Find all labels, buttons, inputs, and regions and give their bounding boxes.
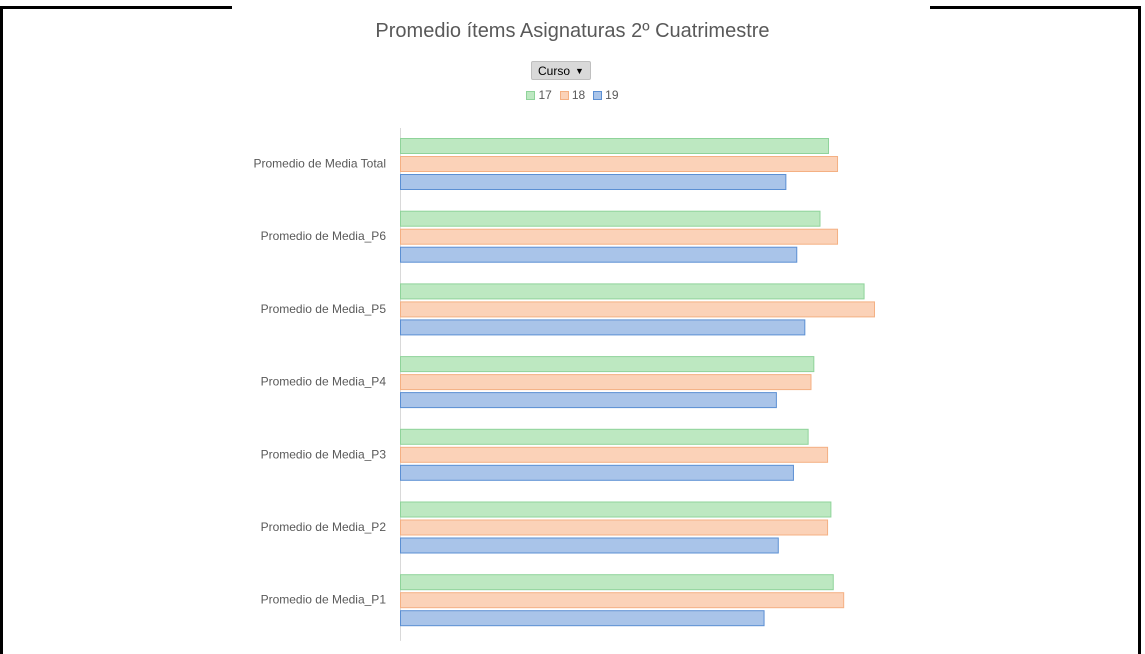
category-label: Promedio de Media_P6 [261, 229, 387, 243]
legend-label-18: 18 [571, 88, 586, 102]
curso-filter-label: Curso [538, 63, 571, 78]
bar-19-3[interactable] [400, 392, 777, 409]
bar-18-3[interactable] [400, 374, 812, 391]
bar-17-0[interactable] [400, 138, 830, 154]
chart-title: Promedio ítems Asignaturas 2º Cuatrimest… [375, 20, 770, 42]
bar-17-2[interactable] [400, 283, 865, 300]
bar-19-1[interactable] [400, 246, 798, 263]
bar-19-2[interactable] [400, 319, 806, 336]
dropdown-caret-icon: ▼ [575, 65, 584, 76]
legend-swatch-19 [593, 90, 603, 100]
frame-top-left-border [0, 6, 232, 9]
category-label: Promedio de Media_P3 [261, 447, 387, 461]
bar-18-1[interactable] [400, 228, 839, 245]
bar-19-6[interactable] [400, 610, 765, 627]
legend-entry-17[interactable]: 17 [526, 88, 552, 102]
bar-18-4[interactable] [400, 446, 829, 463]
category-label: Promedio de Media_P4 [261, 375, 387, 389]
bar-18-6[interactable] [400, 592, 845, 609]
bar-19-5[interactable] [400, 537, 779, 554]
legend-label-19: 19 [605, 88, 619, 102]
bar-17-4[interactable] [400, 428, 809, 445]
frame-right-border [1138, 6, 1141, 654]
bar-17-6[interactable] [400, 574, 834, 591]
bar-17-1[interactable] [400, 210, 821, 227]
bar-18-2[interactable] [400, 301, 875, 318]
legend-entry-18[interactable]: 18 [559, 88, 586, 102]
legend: 17 18 19 [0, 88, 1145, 102]
legend-swatch-17 [526, 90, 536, 100]
category-label: Promedio de Media_P5 [261, 302, 387, 316]
bar-18-0[interactable] [400, 156, 839, 172]
bar-19-0[interactable] [400, 174, 787, 190]
legend-swatch-18 [559, 90, 569, 100]
legend-entry-19[interactable]: 19 [593, 88, 619, 102]
bar-17-5[interactable] [400, 501, 832, 518]
category-label: Promedio de Media_P2 [261, 520, 387, 534]
category-label: Promedio de Media Total [253, 157, 386, 171]
bar-19-4[interactable] [400, 464, 794, 481]
bar-17-3[interactable] [400, 356, 815, 373]
category-label: Promedio de Media_P1 [261, 593, 387, 607]
frame-left-border [0, 6, 3, 654]
frame-top-right-border [930, 6, 1141, 9]
curso-filter-button[interactable]: Curso ▼ [531, 61, 591, 80]
bar-18-5[interactable] [400, 519, 829, 536]
legend-label-17: 17 [538, 88, 552, 102]
